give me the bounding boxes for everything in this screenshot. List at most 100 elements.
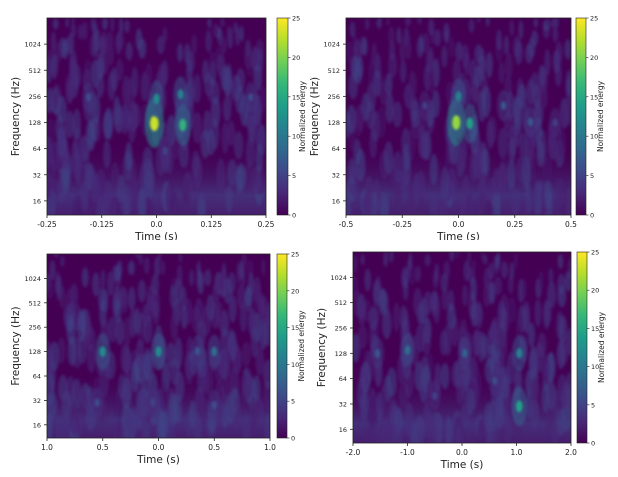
panel1-y-tick-label: 128 [29,119,41,127]
panel2-x-tick-label: 0.0 [453,220,465,229]
panel4-colorbar [576,251,588,444]
panel3-x-axis-label: Time (s) [136,454,180,466]
panel2-colorbar-tick-label: 10 [590,133,598,141]
panel4-energy-peak-3 [404,345,411,355]
panel4-energy-peak-7 [432,391,438,400]
panel4-colorbar-tick-label: 10 [591,363,599,371]
panel3-energy-peak-3 [211,346,218,357]
panel4-y-tick-label: 1024 [330,274,347,282]
panel3-colorbar-label: Normalized energy [297,310,306,382]
panel2-y-tick-label: 32 [332,171,340,179]
panel1-energy-peak-2 [179,118,187,132]
panel3-energy-peak-6 [211,400,217,410]
panel4-heatmap-field [353,252,571,443]
panel2-y-axis-label: Frequency (Hz) [309,77,321,156]
panel2-x-tick-label: -0.25 [393,220,413,229]
panel2-x-tick-label: -0.5 [339,220,354,229]
panel2-y-tick-label: 64 [332,145,340,153]
panel3-x-tick-label: 0.5 [97,443,109,452]
panel3-y-tick-label: 512 [29,299,41,307]
panel4-energy-peak-1 [515,400,523,413]
panel1-colorbar [276,17,289,216]
panel3-x-tick-label: 1.0 [41,443,53,452]
panel1-colorbar-tick-label: 5 [292,172,296,180]
panel4-colorbar-tick-label: 5 [591,401,595,409]
panel1-colorbar-label: Normalized energy [298,80,307,152]
panel3-y-axis-label: Frequency (Hz) [10,306,22,385]
panel4-colorbar-label: Normalized energy [597,311,606,383]
panel2-energy-peak-4 [500,101,507,111]
panel1-colorbar-tick-label: 25 [292,15,300,23]
panel4-colorbar-tick-label: 15 [591,325,599,333]
panel2-energy-peak-2 [466,117,474,130]
panel2-x-tick-label: 0.25 [506,220,523,229]
panel1-y-tick-label: 16 [33,197,41,205]
panel2-colorbar-tick-label: 5 [590,172,594,180]
panel3-colorbar-tick-label: 5 [291,398,295,406]
panel1-x-tick-label: 0.125 [201,220,223,229]
panel3-x-tick-label: 0.5 [208,443,220,452]
panel1-y-tick-label: 256 [29,93,41,101]
panel2-energy-peak-6 [422,101,428,110]
panel3-y-tick-label: 64 [33,373,41,381]
panel3-energy-peak-2 [155,346,162,358]
panel1-y-tick-label: 32 [33,171,41,179]
panel3-colorbar-tick-label: 10 [291,361,299,369]
panel2-energy-peak-7 [552,118,558,127]
panel3-y-tick-label: 128 [29,348,41,356]
panel4-y-tick-label: 128 [335,350,347,358]
panel3-y-tick-label: 1024 [24,275,41,283]
panel4-y-axis-label: Frequency (Hz) [316,308,328,387]
panel3-colorbar-tick-label: 25 [291,251,299,259]
panel3-x-tick-label: 1.0 [264,443,276,452]
panel1-x-tick-label: -0.125 [90,220,114,229]
spectrogram-panel-3: 1.0 0.5 0.0 0.5 1.0 16 32 64 128 256 512 1024 Time (… [10,251,306,467]
panel3-energy-peak-1 [99,346,106,358]
panel1-energy-peak-5 [86,93,92,102]
panel3-heatmap-field [47,254,270,438]
panel2-y-tick-label: 1024 [323,41,340,49]
panel1-energy-peak-1 [150,115,159,131]
panel3-energy-peak-5 [94,398,100,407]
panel4-y-tick-label: 64 [339,375,347,383]
panel4-colorbar-tick-label: 20 [591,287,599,295]
panel3-colorbar-tick-label: 0 [291,435,295,443]
panel4-colorbar-tick-label: 0 [591,440,595,448]
panel2-colorbar-tick-label: 25 [590,15,598,23]
panel1-y-tick-label: 1024 [24,41,41,49]
panel3-x-tick-label: 0.0 [153,443,165,452]
panel3-y-tick-label: 256 [29,324,41,332]
panel2-y-tick-label: 16 [332,197,340,205]
panel4-energy-peak-5 [461,348,468,358]
panel2-colorbar-tick-label: 0 [590,212,594,220]
panel4-y-tick-label: 512 [335,299,347,307]
panel2-colorbar [575,17,587,216]
panel2-energy-peak-3 [455,91,462,102]
panel1-colorbar-tick-label: 0 [292,212,296,220]
panel2-energy-peak-5 [527,117,534,127]
panel1-x-axis-label: Time (s) [134,231,178,240]
panel4-x-tick-label: -1.0 [400,448,415,457]
spectrogram-panel-2: -0.5 -0.25 0.0 0.25 0.5 16 32 64 128 256 512 1024 Ti… [309,15,605,241]
panel4-y-tick-label: 16 [339,426,347,434]
panel2-heatmap-field [346,18,571,215]
panel4-y-tick-label: 256 [335,324,347,332]
panel1-colorbar-tick-label: 10 [292,133,300,141]
panel1-x-tick-label: -0.25 [37,220,57,229]
panel4-colorbar-tick-label: 25 [591,249,599,257]
panel2-energy-peak-1 [452,115,461,130]
panel3-energy-peak-4 [194,346,201,356]
panel4-x-tick-label: 2.0 [565,448,577,457]
panel2-colorbar-tick-label: 15 [590,93,598,101]
panel1-colorbar-tick-label: 15 [292,93,300,101]
panel2-colorbar-tick-label: 20 [590,54,598,62]
panel4-x-tick-label: -2.0 [346,448,361,457]
panel4-x-axis-label: Time (s) [440,459,484,471]
panel3-y-tick-label: 16 [33,421,41,429]
panel1-energy-peak-4 [177,89,184,100]
panel3-y-tick-label: 32 [33,397,41,405]
panel3-energy-peak-7 [150,398,156,407]
panel3-colorbar-tick-label: 20 [291,287,299,295]
panel4-energy-peak-2 [516,348,523,359]
panel2-y-tick-label: 128 [328,119,340,127]
